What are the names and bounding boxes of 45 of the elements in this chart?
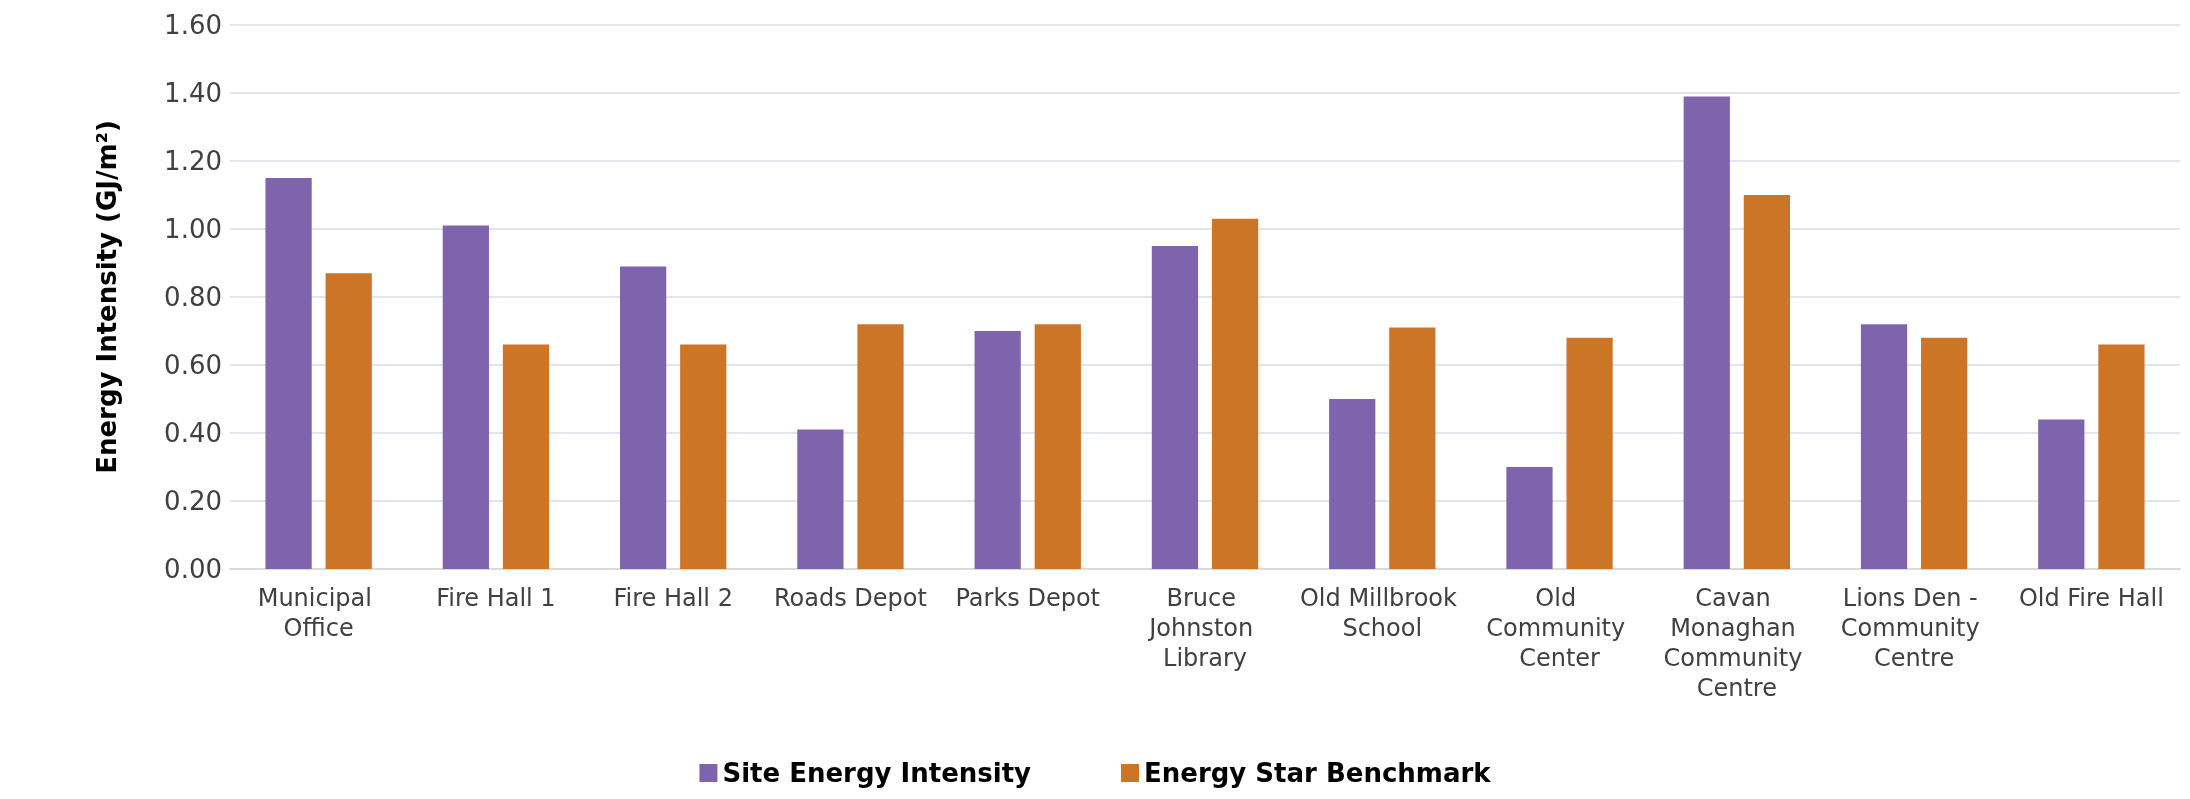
y-axis-title: Energy Intensity (GJ/m²): [92, 120, 122, 474]
bar: [1683, 96, 1730, 569]
bar: [974, 331, 1021, 569]
bar: [1151, 246, 1199, 569]
y-tick-label: 0.40: [164, 418, 222, 448]
bar: [1506, 467, 1553, 569]
x-tick-label: Old Community Center: [1486, 584, 1633, 672]
x-tick-label: Fire Hall 1: [436, 584, 556, 612]
bar: [1329, 399, 1376, 569]
x-tick-label: Old Millbrook School: [1299, 584, 1465, 642]
x-tick-label: Fire Hall 2: [613, 584, 733, 612]
x-tick-label: Roads Depot: [773, 584, 927, 612]
bar: [2098, 344, 2145, 569]
bar: [1034, 324, 1081, 569]
bar: [2038, 419, 2085, 569]
x-tick-label: Old Fire Hall: [2018, 584, 2164, 612]
bar: [680, 344, 727, 569]
y-tick-label: 0.80: [164, 282, 222, 312]
bar: [502, 344, 550, 569]
bar: [1566, 337, 1613, 569]
x-tick-label: Lions Den - Community Centre: [1840, 584, 1988, 672]
y-tick-label: 1.60: [164, 10, 222, 40]
x-tick-label: Bruce Johnston Library: [1147, 584, 1261, 672]
bar: [442, 225, 489, 569]
x-tick-label: Parks Depot: [955, 584, 1101, 612]
x-tick-label: Municipal Office: [257, 584, 380, 642]
bar: [1211, 218, 1259, 569]
bar: [1389, 327, 1436, 569]
legend-label: Site Energy Intensity: [722, 758, 1032, 788]
y-tick-label: 0.60: [164, 350, 222, 380]
y-tick-label: 1.00: [164, 214, 222, 244]
y-tick-label: 1.20: [164, 146, 222, 176]
bar: [265, 178, 312, 569]
y-tick-label: 0.20: [164, 486, 222, 516]
bar: [325, 273, 372, 569]
legend-label: Energy Star Benchmark: [1144, 758, 1492, 788]
bar: [620, 266, 667, 569]
y-tick-label: 1.40: [164, 78, 222, 108]
y-tick-label: 0.00: [164, 554, 222, 584]
bar: [857, 324, 904, 569]
x-tick-label: Cavan Monaghan Community Centre: [1663, 584, 1811, 702]
bar: [1921, 337, 1968, 569]
bar: [797, 429, 844, 569]
bar: [1743, 195, 1790, 569]
bar: [1860, 324, 1908, 569]
